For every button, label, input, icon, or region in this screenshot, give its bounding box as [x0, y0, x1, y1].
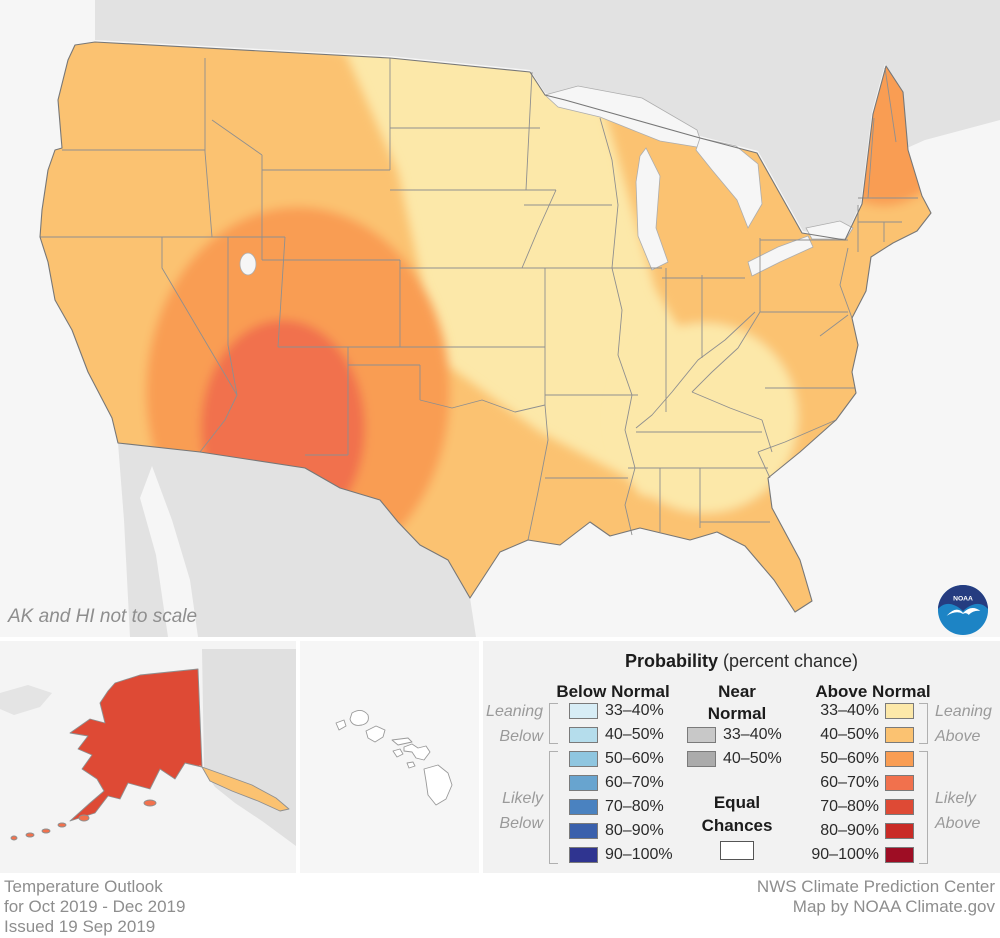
hawaii-islands — [335, 710, 453, 806]
hawaii-map — [335, 710, 453, 806]
bracket-leaning-above — [919, 703, 928, 744]
hawaii-inset-panel — [300, 641, 479, 873]
gulf-of-california — [140, 466, 198, 637]
legend-header-near: Near Normal — [707, 682, 767, 723]
legend-label-above-40-50: 40–50% — [820, 726, 879, 743]
state-borders — [40, 58, 918, 541]
legend-swatch-above-40-50 — [885, 727, 914, 743]
russia-landmass — [0, 685, 52, 715]
legend-swatch-below-33-40 — [569, 703, 598, 719]
legend-label-near-33-40: 33–40% — [723, 726, 782, 743]
legend-swatch-below-60-70 — [569, 775, 598, 791]
legend-label-above-50-60: 50–60% — [820, 750, 879, 767]
footer-title-line1: Temperature Outlook — [4, 877, 163, 896]
mexico-landmass — [118, 443, 476, 637]
alaska-shape — [10, 668, 290, 841]
alaska-map — [0, 641, 296, 873]
kodiak-island — [143, 799, 157, 807]
legend-swatch-near-33-40 — [687, 727, 716, 743]
footer-title: Temperature Outlook for Oct 2019 - Dec 2… — [4, 877, 185, 937]
legend-swatch-above-80-90 — [885, 823, 914, 839]
legend-header-below: Below Normal — [556, 682, 670, 701]
alaska-inset-panel — [0, 641, 296, 873]
island-hawaii — [423, 764, 453, 806]
legend-label-above-70-80: 70–80% — [820, 798, 879, 815]
legend-side-likely-above: Likely Above — [935, 790, 981, 832]
bracket-likely-above — [919, 751, 928, 864]
legend-title-rest: (percent chance) — [717, 651, 859, 671]
legend-label-below-70-80: 70–80% — [605, 798, 664, 815]
legend-swatch-above-33-40 — [885, 703, 914, 719]
legend-side-likely-below: Likely Below — [499, 790, 543, 832]
island-molokai — [391, 737, 413, 746]
legend-label-above-60-70: 60–70% — [820, 774, 879, 791]
legend-side-leaning-above: Leaning Above — [935, 703, 992, 745]
legend-swatch-above-50-60 — [885, 751, 914, 767]
legend-swatch-above-70-80 — [885, 799, 914, 815]
legend-swatch-above-90-100 — [885, 847, 914, 863]
legend-swatch-below-70-80 — [569, 799, 598, 815]
island-kahoolawe — [406, 761, 416, 769]
bracket-likely-below — [549, 751, 558, 864]
canada-landmass — [95, 0, 1000, 238]
footer-title-line2: for Oct 2019 - Dec 2019 — [4, 897, 186, 916]
footer-credit-line1: NWS Climate Prediction Center — [756, 877, 995, 896]
legend-swatch-below-80-90 — [569, 823, 598, 839]
us-outline — [39, 41, 932, 613]
legend-label-below-33-40: 33–40% — [605, 702, 664, 719]
lake-huron — [695, 137, 763, 229]
island-lanai — [392, 748, 404, 758]
island-niihau — [335, 719, 347, 731]
legend-swatch-equal-chances — [720, 841, 754, 860]
legend-label-below-50-60: 50–60% — [605, 750, 664, 767]
legend-label-below-80-90: 80–90% — [605, 822, 664, 839]
legend-label-above-80-90: 80–90% — [820, 822, 879, 839]
legend-label-near-40-50: 40–50% — [723, 750, 782, 767]
legend-header-above: Above Normal — [815, 682, 931, 701]
legend-swatch-below-50-60 — [569, 751, 598, 767]
conus-outlook-map — [39, 0, 1000, 637]
island-oahu — [365, 725, 386, 743]
region-southeast-33-40 — [612, 323, 798, 513]
island-maui — [403, 743, 431, 761]
aleutian-islands — [10, 799, 157, 841]
legend-title: Probability (percent chance) — [483, 651, 1000, 672]
legend-label-below-60-70: 60–70% — [605, 774, 664, 791]
legend-swatch-above-60-70 — [885, 775, 914, 791]
bracket-leaning-below — [549, 703, 558, 744]
footer-credit-line2: Map by NOAA Climate.gov — [792, 897, 995, 916]
legend-side-leaning-below: Leaning Below — [486, 703, 543, 745]
scale-note: AK and HI not to scale — [8, 606, 198, 627]
footer-title-line3: Issued 19 Sep 2019 — [4, 917, 156, 936]
great-salt-lake — [239, 252, 257, 276]
footer-credit: NWS Climate Prediction Center Map by NOA… — [757, 877, 995, 917]
legend-equal-chances-label: Equal Chances — [701, 793, 773, 835]
lake-erie — [747, 235, 814, 277]
legend-label-below-90-100: 90–100% — [605, 846, 673, 863]
island-kauai — [349, 710, 369, 726]
legend-label-below-40-50: 40–50% — [605, 726, 664, 743]
alaska-panhandle — [201, 766, 290, 812]
legend-label-above-90-100: 90–100% — [811, 846, 879, 863]
legend-swatch-below-40-50 — [569, 727, 598, 743]
legend-label-above-33-40: 33–40% — [820, 702, 879, 719]
legend-title-bold: Probability — [624, 651, 718, 671]
legend-swatch-below-90-100 — [569, 847, 598, 863]
noaa-logo-gull — [946, 608, 981, 616]
lake-michigan — [635, 147, 669, 271]
legend-panel: Probability (percent chance) Below Norma… — [483, 641, 1000, 873]
legend-swatch-near-40-50 — [687, 751, 716, 767]
noaa-logo-sky — [937, 584, 989, 611]
noaa-logo: NOAA — [937, 584, 989, 636]
noaa-logo-text: NOAA — [953, 595, 973, 602]
lake-ontario — [805, 220, 854, 240]
